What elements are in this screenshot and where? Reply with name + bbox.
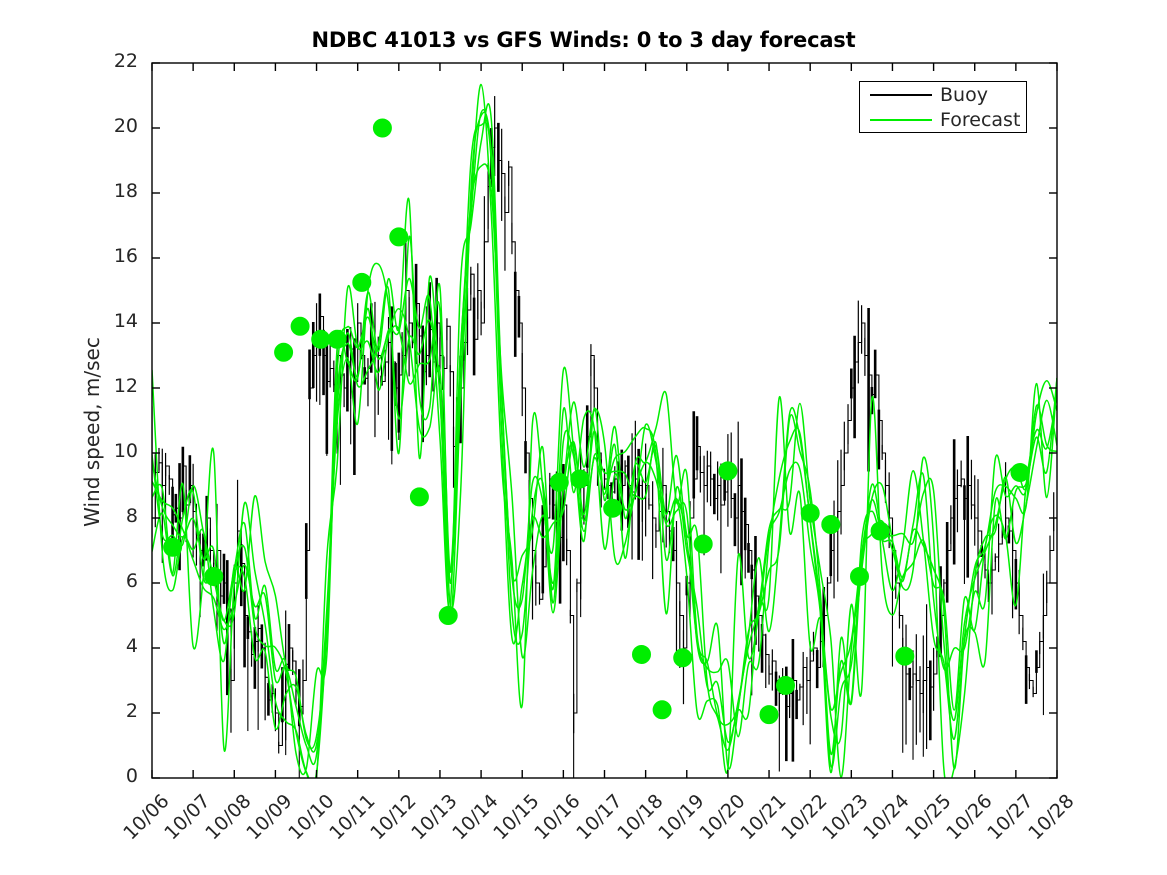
legend-entry-forecast: Forecast: [860, 107, 1026, 133]
forecast-marker: [438, 606, 458, 625]
legend: Buoy Forecast: [859, 81, 1027, 133]
series-layer: [152, 83, 1057, 778]
legend-swatch-forecast: [870, 119, 932, 121]
forecast-marker: [163, 537, 183, 557]
y-tick-label: 6: [125, 570, 138, 592]
y-tick-label: 10: [113, 440, 138, 462]
y-tick-label: 4: [125, 635, 138, 657]
y-tick-label: 16: [113, 245, 138, 267]
forecast-marker: [1010, 463, 1030, 482]
forecast-marker: [895, 646, 915, 666]
forecast-marker: [372, 118, 392, 138]
forecast-marker: [870, 521, 890, 541]
forecast-marker: [409, 487, 429, 507]
y-tick-label: 18: [113, 180, 138, 202]
forecast-marker: [204, 567, 224, 586]
forecast-marker: [389, 227, 409, 247]
forecast-marker: [570, 469, 590, 489]
forecast-marker: [718, 461, 738, 481]
legend-label-forecast: Forecast: [940, 109, 1021, 131]
forecast-marker: [274, 342, 294, 362]
forecast-markers: [163, 118, 1030, 725]
y-tick-label: 12: [113, 375, 138, 397]
forecast-marker: [673, 648, 693, 668]
forecast-marker: [850, 567, 869, 586]
axis-frame: [151, 62, 1058, 779]
y-tick-label: 22: [113, 50, 138, 72]
legend-label-buoy: Buoy: [940, 84, 988, 106]
forecast-marker: [290, 316, 310, 336]
forecast-marker: [549, 472, 569, 492]
y-tick-label: 8: [125, 505, 138, 527]
forecast-marker: [652, 700, 672, 720]
legend-swatch-buoy: [870, 94, 932, 96]
y-tick-label: 20: [113, 115, 138, 137]
forecast-marker: [800, 503, 820, 523]
y-tick-label: 0: [125, 765, 138, 787]
legend-entry-buoy: Buoy: [860, 82, 1026, 108]
y-tick-label: 2: [125, 700, 138, 722]
forecast-marker: [693, 534, 713, 554]
forecast-marker: [759, 705, 779, 725]
forecast-marker: [327, 329, 347, 349]
forecast-marker: [352, 272, 372, 292]
chart-title: NDBC 41013 vs GFS Winds: 0 to 3 day fore…: [311, 28, 856, 52]
forecast-marker: [821, 515, 841, 534]
forecast-marker: [311, 329, 331, 349]
forecast-marker: [603, 498, 623, 518]
y-tick-label: 14: [113, 310, 138, 332]
forecast-marker: [776, 675, 795, 695]
forecast-marker: [632, 645, 651, 664]
